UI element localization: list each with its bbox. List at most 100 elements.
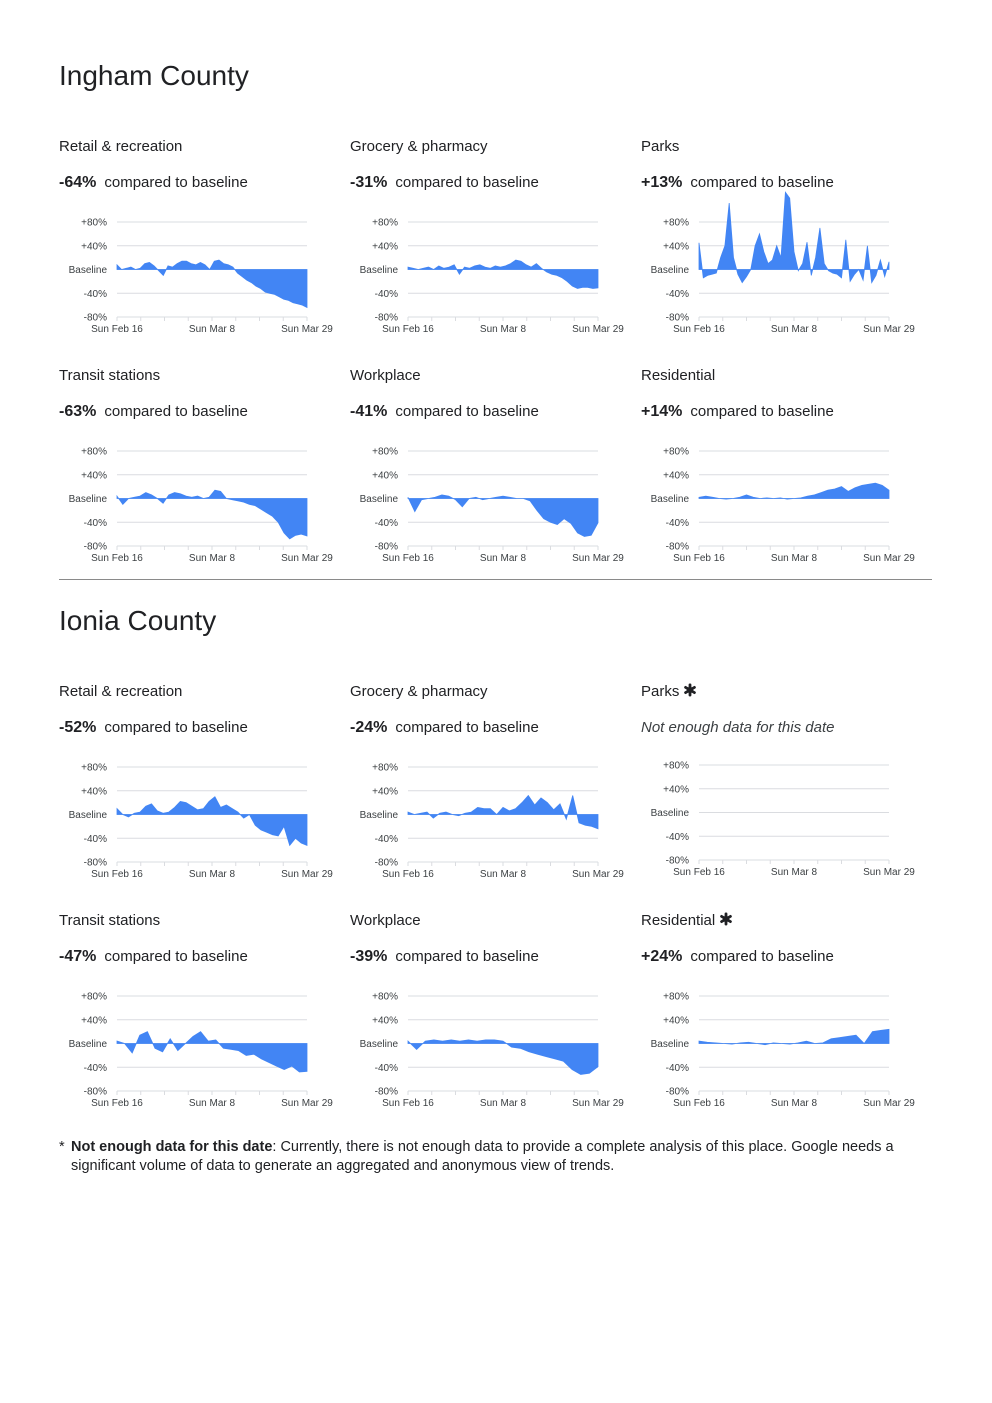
x-tick-label: Sun Feb 16 [673,553,725,564]
x-tick-label: Sun Feb 16 [382,324,434,335]
change-summary: -31% compared to baseline [350,174,539,192]
y-tick-label: -80% [84,1087,107,1098]
y-tick-label: +40% [663,241,689,252]
y-tick-label: -80% [666,1087,689,1098]
footnote-text: : Currently, there is not enough data to… [71,1139,894,1174]
x-tick-label: Sun Mar 29 [572,553,624,564]
y-tick-label: +40% [81,241,107,252]
percent-change: -63% [59,403,97,420]
category-title-text: Transit stations [59,367,161,384]
y-tick-label: +80% [81,218,107,229]
y-tick-label: Baseline [360,265,399,276]
x-tick-label: Sun Feb 16 [673,324,725,335]
x-tick-label: Sun Feb 16 [382,553,434,564]
series-area [116,796,308,847]
y-tick-label: +80% [372,447,398,458]
category-panel: Workplace -39% compared to baseline +80% +40… [350,912,640,1112]
category-title: Workplace [350,912,421,929]
x-tick-label: Sun Mar 8 [771,553,818,564]
compared-label: compared to baseline [395,403,539,420]
y-tick-label: -80% [666,542,689,553]
compared-label: compared to baseline [104,719,248,736]
y-tick-label: -40% [84,1063,107,1074]
x-tick-label: Sun Mar 29 [281,553,333,564]
category-title: Transit stations [59,367,160,384]
y-tick-label: +80% [372,763,398,774]
compared-label: compared to baseline [395,174,539,191]
trend-chart: +80% +40% Baseline -40% -80%Sun Feb 16 Sun Ma… [69,992,334,1110]
footnote-bold-label: Not enough data for this date [71,1139,273,1155]
y-tick-label: +80% [663,218,689,229]
percent-change: +24% [641,948,683,965]
y-tick-label: +80% [81,447,107,458]
category-title-text: Residential [641,912,716,929]
compared-label: compared to baseline [104,403,248,420]
y-tick-label: Baseline [360,494,399,505]
trend-chart: +80% +40% Baseline -40% -80%Sun Feb 16 Sun Ma… [69,763,334,881]
trend-chart: +80% +40% Baseline -40% -80%Sun Feb 16 Sun Ma… [651,191,915,335]
y-tick-label: Baseline [651,265,690,276]
category-title: Grocery & pharmacy [350,138,488,155]
change-summary: -63% compared to baseline [59,403,248,421]
category-panel: Grocery & pharmacy -24% compared to baseli… [350,683,640,883]
series-area [116,259,308,309]
x-tick-label: Sun Mar 29 [281,1098,333,1109]
y-tick-label: +40% [372,241,398,252]
category-panel: Grocery & pharmacy -31% compared to baseli… [350,138,640,338]
percent-change: -24% [350,719,388,736]
x-tick-label: Sun Feb 16 [91,1098,143,1109]
x-tick-label: Sun Mar 8 [480,869,527,880]
category-title: Transit stations [59,912,160,929]
x-tick-label: Sun Mar 8 [771,1098,818,1109]
category-title: Workplace [350,367,421,384]
y-tick-label: +40% [372,786,398,797]
category-title-text: Workplace [350,367,421,384]
y-tick-label: -40% [666,289,689,300]
percent-change: -39% [350,948,388,965]
y-tick-label: Baseline [69,810,108,821]
y-tick-label: +40% [81,1015,107,1026]
category-title: Retail & recreation [59,138,182,155]
y-tick-label: +80% [663,761,689,772]
series-area [407,494,599,537]
x-tick-label: Sun Mar 29 [572,1098,624,1109]
compared-label: compared to baseline [690,174,834,191]
category-title: Grocery & pharmacy [350,683,488,700]
x-tick-label: Sun Feb 16 [91,324,143,335]
trend-chart: +80% +40% Baseline -40% -80%Sun Feb 16 Sun Ma… [651,447,916,565]
trend-chart: +80% +40% Baseline -40% -80%Sun Feb 16 Sun Ma… [69,218,334,336]
category-title-text: Grocery & pharmacy [350,683,488,700]
y-tick-label: -80% [666,856,689,867]
change-summary: -52% compared to baseline [59,719,248,737]
y-tick-label: +80% [663,992,689,1003]
series-area [698,191,890,284]
y-tick-label: -80% [375,858,398,869]
trend-chart: +80% +40% Baseline -40% -80%Sun Feb 16 Sun Ma… [651,761,916,879]
x-tick-label: Sun Mar 29 [281,869,333,880]
y-tick-label: -80% [84,313,107,324]
x-tick-label: Sun Mar 29 [863,1098,915,1109]
y-tick-label: +40% [81,786,107,797]
x-tick-label: Sun Mar 29 [572,324,624,335]
series-area [407,259,599,289]
change-summary: -64% compared to baseline [59,174,248,192]
compared-label: compared to baseline [690,948,834,965]
y-tick-label: -40% [84,834,107,845]
y-tick-label: -40% [375,518,398,529]
series-area [116,1031,308,1073]
y-tick-label: Baseline [69,494,108,505]
change-summary: -47% compared to baseline [59,948,248,966]
y-tick-label: -80% [84,858,107,869]
y-tick-label: Baseline [69,1039,108,1050]
y-tick-label: -40% [84,289,107,300]
y-tick-label: -40% [666,832,689,843]
x-tick-label: Sun Mar 29 [863,867,915,878]
x-tick-label: Sun Feb 16 [382,1098,434,1109]
y-tick-label: Baseline [360,1039,399,1050]
percent-change: +14% [641,403,683,420]
x-tick-label: Sun Mar 8 [480,553,527,564]
change-summary: +14% compared to baseline [641,403,834,421]
category-panel: Transit stations -47% compared to baseline… [59,912,349,1112]
change-summary: +13% compared to baseline [641,174,834,192]
y-tick-label: +80% [81,763,107,774]
